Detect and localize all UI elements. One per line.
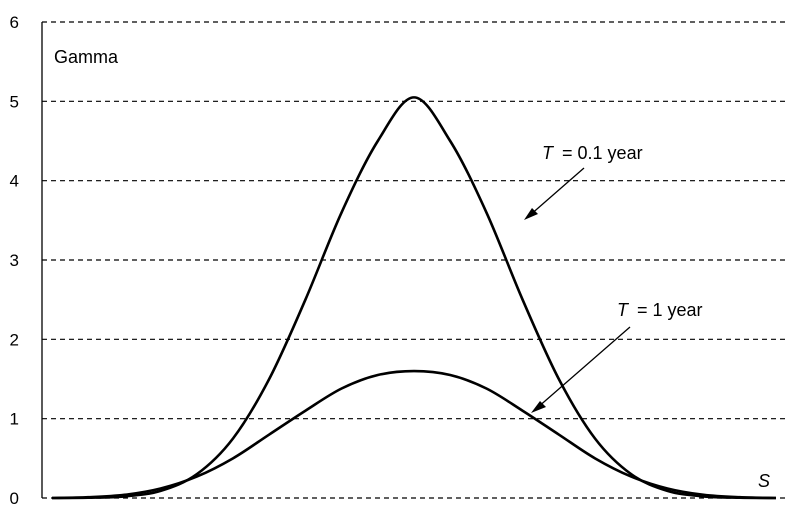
x-axis-label: S (758, 471, 770, 491)
y-tick-label-5: 5 (10, 92, 19, 111)
y-tick-labels: 0 1 2 3 4 5 6 (10, 13, 19, 507)
arrow-t01 (524, 167, 585, 220)
y-tick-label-0: 0 (10, 489, 19, 507)
y-tick-label-4: 4 (10, 172, 19, 191)
grid-lines (42, 21, 786, 499)
curves (51, 96, 777, 500)
y-tick-label-6: 6 (10, 13, 19, 32)
y-tick-label-1: 1 (10, 410, 19, 429)
arrow-t1 (531, 326, 631, 413)
annotation-t1-text: = 1 year (637, 300, 703, 320)
annotation-t1-symbol: T (617, 300, 630, 320)
y-tick-label-3: 3 (10, 251, 19, 270)
series-line-t1 (51, 369, 777, 500)
annotation-t01-symbol: T (542, 143, 555, 163)
annotation-t1: T = 1 year (617, 300, 703, 320)
annotation-t01-text: = 0.1 year (562, 143, 643, 163)
annotation-t01: T = 0.1 year (542, 143, 643, 163)
series-line-t01 (51, 96, 777, 500)
y-tick-label-2: 2 (10, 330, 19, 349)
y-axis-label: Gamma (54, 47, 119, 67)
